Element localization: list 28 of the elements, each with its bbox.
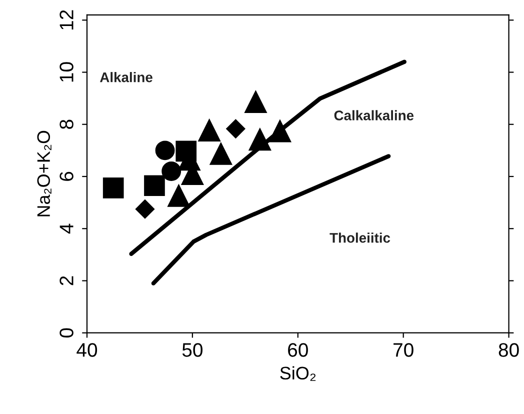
y-tick-label: 4 — [60, 224, 74, 234]
y-tick-label: 2 — [60, 276, 74, 286]
annotation: Tholeiitic — [330, 232, 390, 243]
x-tick-label: 70 — [394, 343, 414, 357]
point — [155, 140, 175, 160]
annotation: Calkalkaline — [334, 110, 414, 120]
point — [198, 119, 220, 142]
point — [226, 119, 246, 138]
point — [168, 184, 190, 207]
x-tick-label: 50 — [182, 343, 202, 357]
y-tick-label: 0 — [60, 328, 74, 338]
x-tick-label: 60 — [288, 343, 308, 357]
point — [102, 178, 124, 198]
point — [210, 142, 232, 165]
y-tick-label: 10 — [60, 62, 74, 82]
point — [135, 200, 155, 219]
line-series — [151, 154, 391, 286]
y-tick-label: 6 — [60, 172, 74, 181]
point — [162, 162, 182, 181]
y-axis-title: Na₂O+K₂O — [37, 130, 52, 216]
y-tick-label: 8 — [60, 120, 74, 129]
point — [244, 90, 267, 114]
point — [144, 175, 165, 196]
x-tick-label: 80 — [498, 343, 519, 357]
annotation: Alkaline — [100, 72, 152, 82]
x-tick-label: 40 — [76, 343, 98, 357]
x-axis-title: SiO₂ — [280, 366, 316, 381]
y-tick-label: 12 — [60, 10, 74, 30]
